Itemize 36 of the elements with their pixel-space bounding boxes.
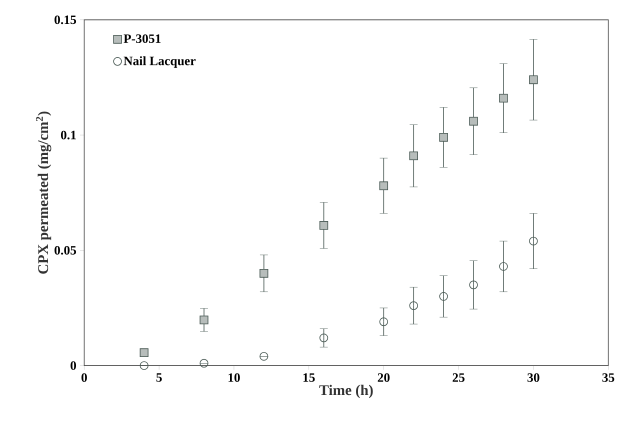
point	[379, 181, 388, 190]
y-tick-label: 0.1	[60, 130, 76, 140]
legend-label: P-3051	[124, 34, 161, 43]
x-tick-label: 0	[82, 373, 87, 382]
point	[260, 268, 268, 278]
point	[439, 132, 448, 142]
point	[499, 94, 508, 103]
y-tick-label: 0.15	[54, 15, 76, 24]
point	[379, 317, 388, 326]
x-axis-title: Time (h)	[319, 384, 373, 398]
x-tick-label: 30	[527, 373, 540, 382]
legend-label: Nail Lacquer	[124, 56, 196, 68]
x-tick-label: 10	[228, 373, 240, 382]
point	[529, 75, 538, 84]
point	[469, 280, 478, 290]
point	[529, 236, 538, 246]
point	[469, 116, 478, 126]
point	[439, 292, 448, 301]
point	[260, 352, 268, 361]
point	[409, 301, 418, 310]
point	[409, 151, 418, 160]
point	[200, 316, 208, 324]
x-tick-label: 5	[156, 373, 162, 382]
y-tick-label: 0	[70, 361, 76, 370]
point	[499, 262, 508, 271]
point	[140, 348, 148, 357]
x-tick-label: 15	[303, 373, 315, 382]
x-tick-label: 35	[602, 373, 614, 382]
y-tick-label: 0.05	[54, 246, 76, 255]
point	[200, 358, 208, 368]
point	[319, 334, 328, 342]
x-tick-label: 20	[378, 373, 390, 382]
x-tick-label: 25	[452, 373, 465, 382]
y-axis-title: CPX permeated (mg/cm$^{2}$)	[36, 112, 52, 274]
point	[319, 221, 328, 230]
point	[140, 361, 148, 370]
